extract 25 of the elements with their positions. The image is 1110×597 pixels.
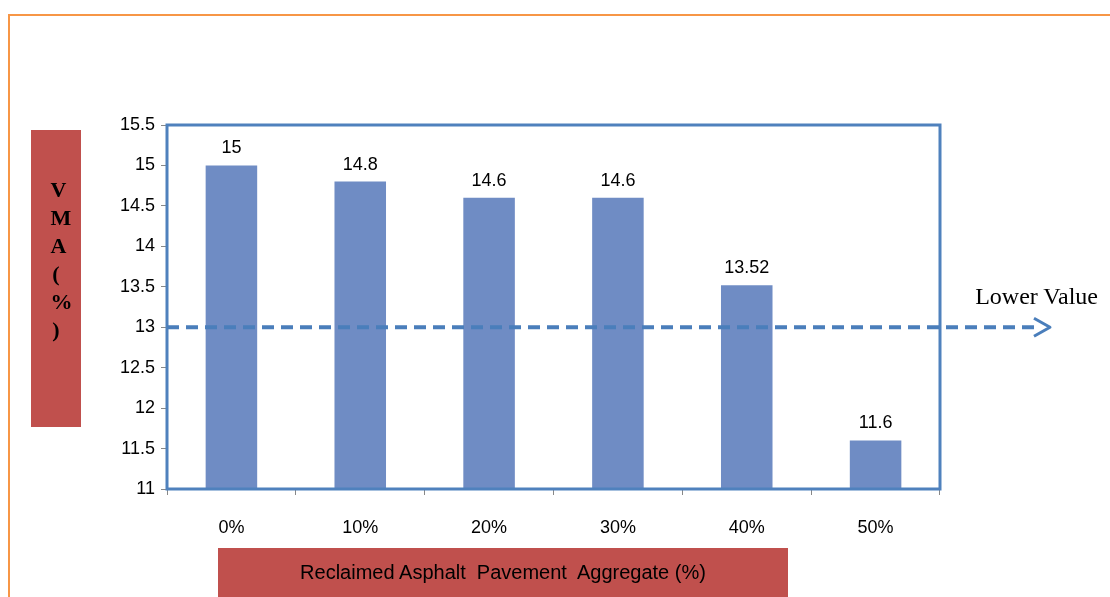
data-label: 15: [221, 137, 242, 158]
ref-line-label: Lower Value: [975, 282, 1098, 309]
data-label: 14.6: [471, 169, 507, 190]
data-label: 14.8: [342, 153, 378, 174]
y-tick-label: 13.5: [119, 275, 155, 296]
x-tick-label: 20%: [471, 516, 508, 537]
y-tick-label: 12: [134, 397, 155, 418]
y-tick-label: 14: [134, 235, 155, 256]
x-tick-label: 50%: [857, 516, 894, 537]
x-axis-title: Reclaimed Asphalt Pavement Aggregate (%): [218, 548, 788, 597]
y-tick-label: 15.5: [119, 113, 155, 134]
data-label: 13.52: [724, 257, 770, 278]
y-tick-label: 11: [136, 477, 155, 498]
data-label: 11.6: [858, 412, 893, 433]
x-tick-label: 30%: [599, 516, 636, 537]
y-tick-label: 14.5: [119, 194, 155, 215]
x-tick-label: 40%: [728, 516, 765, 537]
x-tick-label: 10%: [342, 516, 379, 537]
data-label: 14.6: [600, 169, 636, 190]
y-tick-label: 12.5: [119, 356, 155, 377]
x-tick-label: 0%: [218, 516, 245, 537]
y-tick-label: 15: [134, 154, 155, 175]
y-axis-title: VMA (%): [50, 176, 73, 344]
y-tick-label: 11.5: [121, 437, 155, 458]
y-tick-label: 13: [134, 316, 155, 337]
